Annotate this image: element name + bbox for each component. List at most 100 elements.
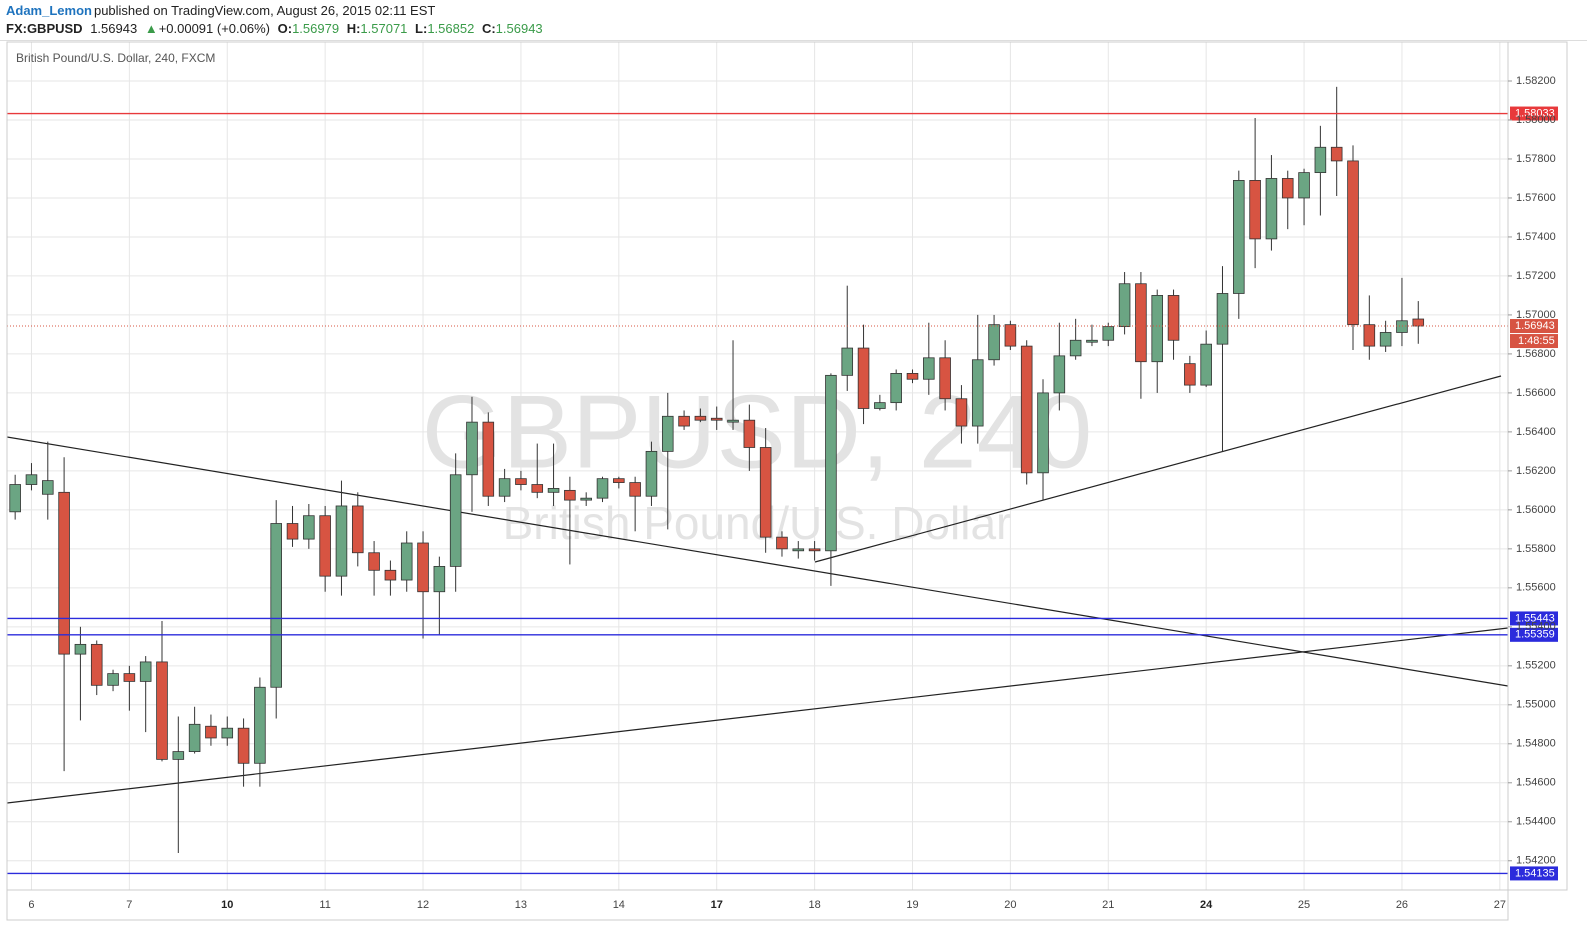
author[interactable]: Adam_Lemon bbox=[6, 3, 92, 18]
change: +0.00091 (+0.06%) bbox=[158, 21, 270, 36]
candle-body bbox=[205, 725, 217, 739]
candle-body bbox=[1363, 324, 1376, 347]
candle-body bbox=[270, 523, 282, 688]
y-tick-label: 1.56200 bbox=[1516, 465, 1556, 477]
candle-body bbox=[1004, 324, 1017, 347]
candle-body bbox=[596, 478, 609, 499]
x-tick-label: 20 bbox=[1004, 899, 1016, 911]
last-price-box bbox=[1510, 319, 1558, 334]
c: 1.56943 bbox=[495, 21, 543, 36]
candle-body bbox=[286, 523, 299, 540]
candle-body bbox=[988, 324, 1000, 361]
y-tick-label: 1.57000 bbox=[1516, 309, 1556, 321]
candle-body bbox=[1412, 318, 1425, 327]
y-tick-label: 1.58000 bbox=[1516, 114, 1556, 126]
candle-body bbox=[90, 643, 103, 686]
x-tick-label: 25 bbox=[1298, 899, 1310, 911]
h: 1.57071 bbox=[360, 21, 408, 36]
candle-body bbox=[172, 751, 185, 760]
level-label: 1.54135 bbox=[1515, 867, 1555, 879]
candle-body bbox=[1347, 160, 1359, 326]
candle-body bbox=[74, 643, 87, 655]
candle-body bbox=[743, 419, 756, 448]
x-tick-label: 24 bbox=[1200, 899, 1213, 911]
candle-body bbox=[939, 357, 951, 400]
candle-body bbox=[368, 552, 380, 571]
watermark: GBPUSD, 240 bbox=[422, 374, 1093, 490]
y-tick-label: 1.55400 bbox=[1516, 621, 1556, 633]
candle-body bbox=[776, 536, 788, 550]
y-tick-label: 1.55200 bbox=[1516, 660, 1556, 672]
o: 1.56979 bbox=[292, 21, 340, 36]
candle-body bbox=[955, 398, 968, 427]
candle-body bbox=[547, 488, 560, 493]
l: 1.56852 bbox=[427, 21, 475, 36]
candles bbox=[9, 86, 1425, 853]
candle-body bbox=[1069, 339, 1082, 357]
x-tick-label: 11 bbox=[319, 899, 330, 911]
candle-body bbox=[237, 727, 250, 764]
candle-body bbox=[58, 491, 70, 655]
trend-line bbox=[7, 436, 1508, 687]
candle-body bbox=[449, 474, 462, 567]
y-tick-label: 1.57400 bbox=[1516, 231, 1556, 243]
y-tick-label: 1.56800 bbox=[1516, 348, 1556, 360]
candle-body bbox=[400, 542, 413, 581]
candle-body bbox=[433, 565, 446, 593]
candle-body bbox=[123, 673, 136, 682]
candle-body bbox=[351, 505, 364, 554]
chart-legend: British Pound/U.S. Dollar, 240, FXCM bbox=[16, 51, 215, 65]
y-tick-label: 1.56600 bbox=[1516, 387, 1556, 399]
candle-body bbox=[629, 482, 641, 497]
overlays: 1.58033 1.55443 1.55359 1.54135 1.56943 1:48:… bbox=[7, 106, 1558, 881]
y-tick-label: 1.55600 bbox=[1516, 582, 1556, 594]
arrow: ▲ bbox=[144, 21, 158, 36]
candle-body bbox=[1216, 293, 1229, 345]
candle-body bbox=[710, 417, 723, 421]
candle-body bbox=[1265, 178, 1278, 240]
candle-body bbox=[825, 374, 837, 552]
candle-body bbox=[515, 478, 527, 485]
candle-body bbox=[466, 421, 478, 476]
countdown: 1:48:55 bbox=[1518, 335, 1555, 347]
x-tick-label: 21 bbox=[1102, 899, 1114, 911]
level-label: 1.55359 bbox=[1515, 629, 1555, 641]
candle-body bbox=[808, 548, 821, 552]
y-tick-label: 1.57800 bbox=[1516, 153, 1556, 165]
y-tick-label: 1.56000 bbox=[1516, 504, 1556, 516]
symbol: FX:GBPUSD bbox=[6, 21, 83, 36]
header: Adam_Lemon published on TradingView.com, … bbox=[0, 0, 1587, 40]
x-tick-label: 14 bbox=[613, 899, 625, 911]
candle-body bbox=[139, 661, 152, 682]
candle-body bbox=[1167, 295, 1180, 341]
y-tick-label: 1.57600 bbox=[1516, 192, 1556, 204]
candle-body bbox=[384, 569, 397, 581]
watermark-sub: British Pound/U.S. Dollar bbox=[503, 497, 1012, 549]
x-tick-label: 19 bbox=[906, 899, 918, 911]
candle-body bbox=[1184, 363, 1196, 386]
candle-body bbox=[792, 548, 805, 552]
y-tick-label: 1.56400 bbox=[1516, 426, 1556, 438]
y-tick-label: 1.54400 bbox=[1516, 816, 1556, 828]
candle-body bbox=[1314, 146, 1327, 174]
candle-body bbox=[661, 415, 674, 452]
candle-body bbox=[107, 673, 119, 686]
level-box bbox=[1510, 611, 1558, 626]
candle-body bbox=[678, 415, 690, 427]
y-tick-label: 1.55800 bbox=[1516, 543, 1556, 555]
x-tick-label: 7 bbox=[126, 899, 132, 911]
price: 1.56943 bbox=[90, 21, 138, 36]
quote-line: FX:GBPUSD 1.56943 ▲+0.00091 (+0.06%) O:1… bbox=[6, 21, 547, 36]
candle-body bbox=[1086, 339, 1098, 343]
candle-body bbox=[923, 357, 935, 380]
x-tick-label: 13 bbox=[515, 899, 527, 911]
candle-body bbox=[694, 415, 707, 421]
x-tick-label: 17 bbox=[711, 899, 723, 911]
y-tick-label: 1.58200 bbox=[1516, 75, 1556, 87]
candle-body bbox=[857, 347, 870, 409]
y-tick-label: 1.55000 bbox=[1516, 699, 1556, 711]
candle-body bbox=[482, 421, 495, 497]
candle-body bbox=[303, 515, 315, 540]
candle-body bbox=[9, 484, 21, 513]
